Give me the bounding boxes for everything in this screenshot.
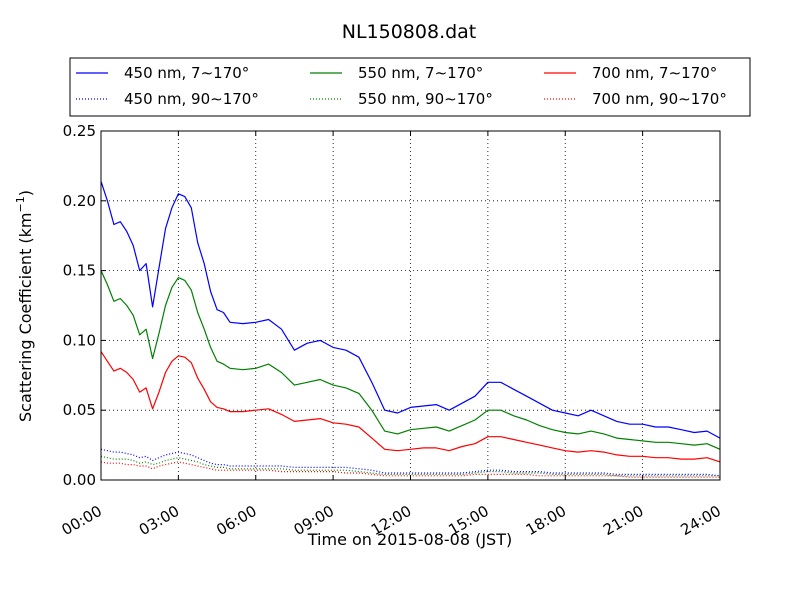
legend-label-2: 700 nm, 7∼170°	[592, 64, 717, 82]
y-tick-label: 0.25	[63, 122, 96, 140]
y-axis-label-exponent: −1	[14, 196, 27, 212]
legend-label-4: 550 nm, 90∼170°	[358, 90, 493, 108]
y-tick-label: 0.15	[63, 262, 96, 280]
legend-label-3: 450 nm, 90∼170°	[124, 90, 259, 108]
x-axis-label: Time on 2015-08-08 (JST)	[307, 530, 512, 549]
chart-series-layer	[100, 181, 721, 478]
series-line-3	[100, 448, 721, 477]
y-tick-label: 0.10	[63, 331, 96, 349]
chart-title: NL150808.dat	[342, 21, 477, 43]
legend-label-0: 450 nm, 7∼170°	[124, 64, 249, 82]
y-axis-label-suffix: )	[16, 190, 35, 196]
y-axis-label: Scattering Coefficient (km−1)	[14, 190, 35, 422]
y-tick-label: 0.00	[63, 471, 96, 489]
series-line-1	[100, 270, 721, 450]
y-tick-label: 0.20	[63, 192, 96, 210]
legend-label-1: 550 nm, 7∼170°	[358, 64, 483, 82]
series-line-0	[100, 181, 721, 439]
series-line-4	[100, 455, 720, 477]
y-axis-label-main: Scattering Coefficient (km	[16, 212, 35, 422]
y-tick-label: 0.05	[63, 401, 96, 419]
series-line-2	[100, 351, 721, 463]
chart-legend: 450 nm, 7∼170° 550 nm, 7∼170° 700 nm, 7∼17…	[69, 57, 751, 117]
legend-label-5: 700 nm, 90∼170°	[592, 90, 727, 108]
